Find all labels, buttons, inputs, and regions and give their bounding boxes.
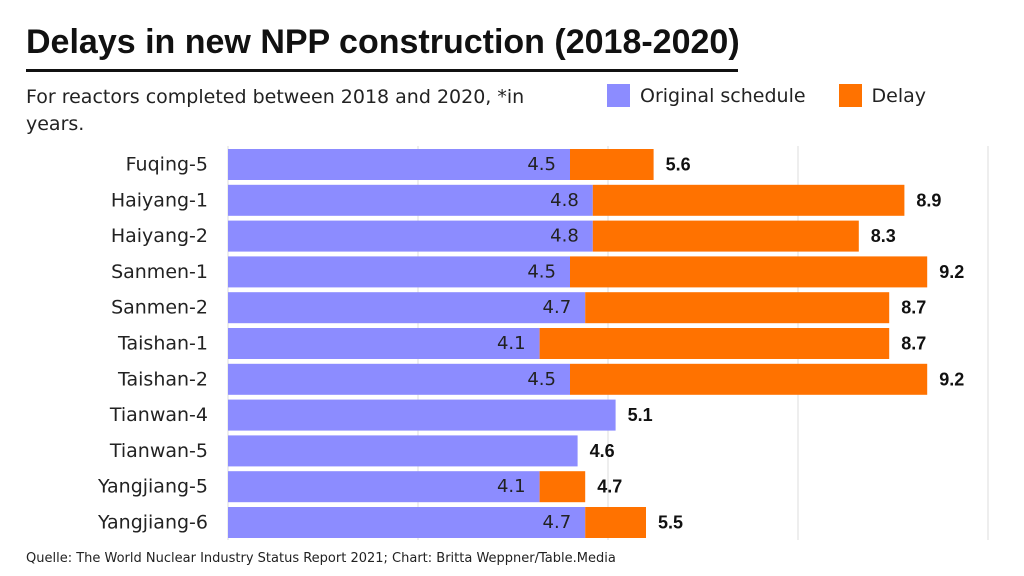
chart-title: Delays in new NPP construction (2018-202… <box>26 23 740 61</box>
legend-swatch-delay <box>838 84 862 107</box>
data-label-original: 4.5 <box>527 261 556 282</box>
data-label-total: 4.6 <box>590 441 615 461</box>
legend-label-delay: Delay <box>871 84 927 107</box>
data-label-original: 4.8 <box>550 190 579 211</box>
data-label-total: 5.1 <box>628 405 653 425</box>
bar-original-schedule <box>228 471 540 503</box>
category-label: Yangjiang-6 <box>97 512 208 534</box>
data-label-total: 8.9 <box>916 190 941 210</box>
data-label-total: 5.6 <box>666 155 691 175</box>
data-label-original: 4.1 <box>497 333 526 354</box>
data-label-original: 4.1 <box>497 476 526 497</box>
bar-delay <box>585 507 646 538</box>
data-label-original: 4.8 <box>550 226 579 247</box>
legend: Original schedule Delay <box>607 84 959 107</box>
category-label: Yangjiang-5 <box>97 476 208 498</box>
bar-delay <box>539 328 890 359</box>
bar-original-schedule <box>228 149 570 180</box>
data-label-total: 8.7 <box>901 298 926 318</box>
title-underline <box>26 69 738 72</box>
data-label-original: 4.7 <box>543 512 572 533</box>
bar-delay <box>585 292 890 324</box>
category-label: Sanmen-2 <box>111 297 208 319</box>
category-label: Tianwan-5 <box>109 440 208 462</box>
category-label: Haiyang-2 <box>111 225 208 247</box>
legend-swatch-original <box>607 84 630 107</box>
data-label-original: 4.5 <box>527 369 556 390</box>
legend-item-delay: Delay <box>838 84 927 107</box>
bar-original-schedule <box>228 399 616 431</box>
bar-delay <box>539 471 586 503</box>
bar-original-schedule <box>228 435 578 467</box>
bar-original-schedule <box>228 363 570 395</box>
bar-original-schedule <box>228 256 570 288</box>
data-label-original: 4.7 <box>543 297 572 318</box>
category-label: Taishan-1 <box>117 333 208 355</box>
bar-original-schedule <box>228 507 586 538</box>
data-label-total: 9.2 <box>939 369 964 389</box>
bar-delay <box>592 184 905 216</box>
chart-subtitle: For reactors completed between 2018 and … <box>26 86 525 135</box>
legend-label-original: Original schedule <box>640 84 806 107</box>
bar-original-schedule <box>228 292 586 324</box>
category-label: Sanmen-1 <box>111 261 208 283</box>
data-label-total: 5.5 <box>658 513 683 533</box>
data-label-total: 4.7 <box>597 477 622 497</box>
legend-item-original: Original schedule <box>607 84 806 107</box>
source-note: Quelle: The World Nuclear Industry Statu… <box>26 551 616 566</box>
data-label-total: 8.3 <box>871 226 896 246</box>
bar-delay <box>570 363 928 395</box>
category-label: Fuqing-5 <box>126 154 208 176</box>
bar-original-schedule <box>228 184 593 216</box>
data-label-original: 4.5 <box>527 154 556 175</box>
category-label: Taishan-2 <box>117 368 208 390</box>
category-label: Haiyang-1 <box>111 189 208 211</box>
bar-delay <box>570 149 654 180</box>
bar-original-schedule <box>228 328 540 359</box>
data-label-total: 8.7 <box>901 334 926 354</box>
bar-delay <box>592 220 859 252</box>
bar-delay <box>570 256 928 288</box>
bar-original-schedule <box>228 220 593 252</box>
category-label: Tianwan-4 <box>109 404 208 426</box>
data-label-total: 9.2 <box>939 262 964 282</box>
